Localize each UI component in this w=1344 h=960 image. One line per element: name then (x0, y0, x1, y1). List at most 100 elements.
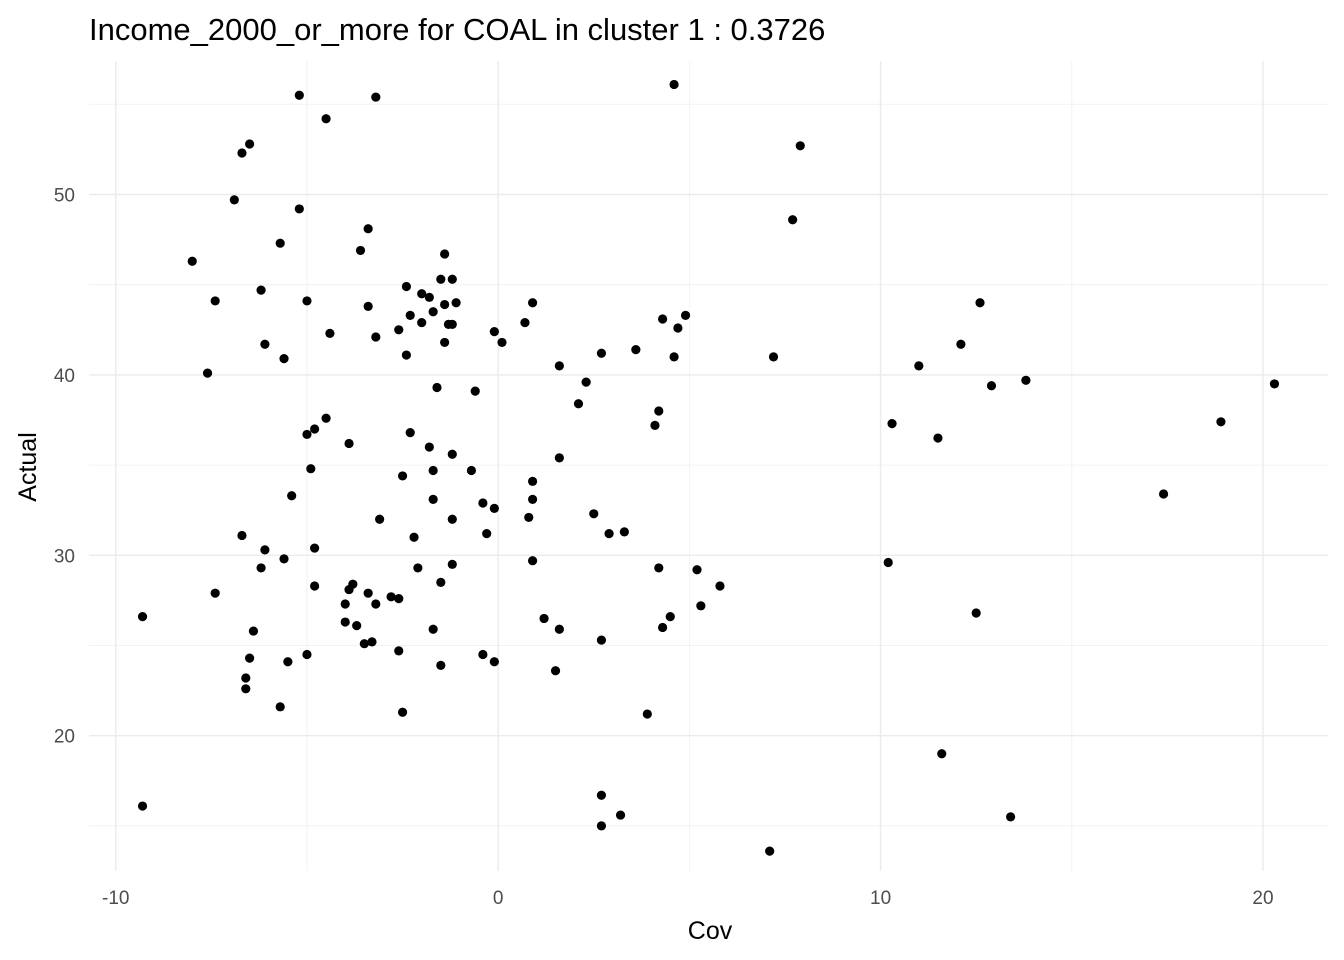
scatter-point (367, 637, 377, 647)
scatter-point (256, 563, 266, 573)
scatter-point (956, 339, 966, 349)
scatter-point (596, 790, 607, 800)
scatter-point (260, 339, 270, 349)
scatter-point (394, 646, 404, 656)
scatter-point (210, 588, 220, 598)
scatter-point (256, 285, 266, 295)
scatter-point (424, 442, 434, 452)
scatter-point (1216, 417, 1226, 427)
scatter-point (554, 624, 564, 634)
scatter-point (279, 354, 289, 364)
scatter-point (210, 296, 220, 306)
scatter-point (375, 514, 385, 524)
scatter-point (539, 613, 549, 624)
scatter-point (344, 438, 354, 449)
x-axis-title: Cov (688, 917, 733, 945)
scatter-point (310, 424, 320, 434)
scatter-point (589, 509, 599, 519)
scatter-point (302, 296, 312, 306)
scatter-point (765, 846, 775, 856)
scatter-point (642, 709, 652, 719)
x-tick-label: 0 (493, 888, 504, 909)
scatter-point (669, 352, 679, 362)
scatter-point (596, 821, 607, 831)
scatter-point (658, 622, 668, 633)
scatter-point (466, 465, 477, 476)
scatter-point (581, 377, 591, 387)
scatter-point (371, 332, 381, 342)
scatter-point (302, 649, 312, 660)
scatter-point (428, 624, 438, 634)
scatter-point (436, 660, 446, 670)
scatter-point (447, 319, 457, 329)
scatter-point (394, 593, 404, 604)
scatter-point (359, 639, 369, 649)
scatter-point (482, 529, 492, 539)
scatter-point (241, 673, 251, 683)
scatter-point (428, 307, 438, 317)
scatter-point (768, 352, 779, 362)
data-points (137, 79, 1280, 856)
scatter-point (428, 494, 438, 504)
scatter-point (294, 204, 304, 214)
scatter-point (883, 557, 893, 568)
scatter-point (654, 406, 664, 416)
scatter-point (371, 92, 381, 102)
scatter-point (386, 592, 396, 602)
scatter-point (397, 471, 408, 481)
scatter-point (524, 512, 534, 523)
scatter-point (615, 810, 626, 820)
scatter-point (401, 350, 411, 360)
scatter-point (405, 310, 415, 320)
scatter-point (279, 554, 289, 564)
scatter-point (440, 299, 450, 310)
scatter-point (788, 215, 798, 225)
scatter-point (715, 581, 725, 591)
scatter-point (371, 599, 381, 609)
scatter-point (470, 386, 480, 396)
scatter-point (971, 608, 981, 618)
scatter-point (424, 292, 434, 302)
scatter-point (604, 529, 614, 539)
scatter-point (137, 801, 148, 811)
scatter-point (306, 464, 316, 474)
scatter-point (489, 657, 499, 667)
scatter-point (489, 327, 499, 337)
scatter-point (417, 317, 427, 328)
scatter-point (937, 749, 947, 759)
scatter-point (245, 139, 255, 149)
scatter-point (447, 274, 457, 284)
scatter-point (260, 545, 270, 555)
scatter-point (573, 399, 584, 409)
scatter-point (654, 563, 664, 573)
scatter-point (321, 114, 331, 124)
scatter-point (355, 245, 366, 256)
scatter-point (527, 494, 538, 504)
scatter-point (340, 617, 350, 627)
scatter-point (440, 337, 450, 348)
scatter-point (321, 413, 331, 423)
x-tick-label: -10 (102, 888, 129, 909)
scatter-point (673, 323, 683, 333)
scatter-point (520, 317, 530, 328)
scatter-point (283, 657, 293, 667)
y-tick-label: 40 (54, 366, 75, 387)
scatter-point (237, 530, 247, 541)
scatter-point (413, 563, 423, 573)
scatter-point (631, 345, 641, 355)
scatter-point (497, 337, 507, 348)
scatter-point (596, 348, 607, 358)
scatter-point (436, 274, 446, 284)
scatter-point (1269, 379, 1280, 389)
scatter-point (447, 449, 457, 459)
scatter-point (352, 621, 362, 631)
scatter-point (658, 314, 668, 324)
x-tick-label: 20 (1252, 888, 1273, 909)
scatter-point (696, 601, 706, 611)
scatter-point (527, 298, 538, 308)
scatter-point (527, 556, 538, 566)
scatter-point (245, 653, 255, 663)
scatter-point (344, 584, 354, 595)
scatter-point (302, 429, 312, 440)
